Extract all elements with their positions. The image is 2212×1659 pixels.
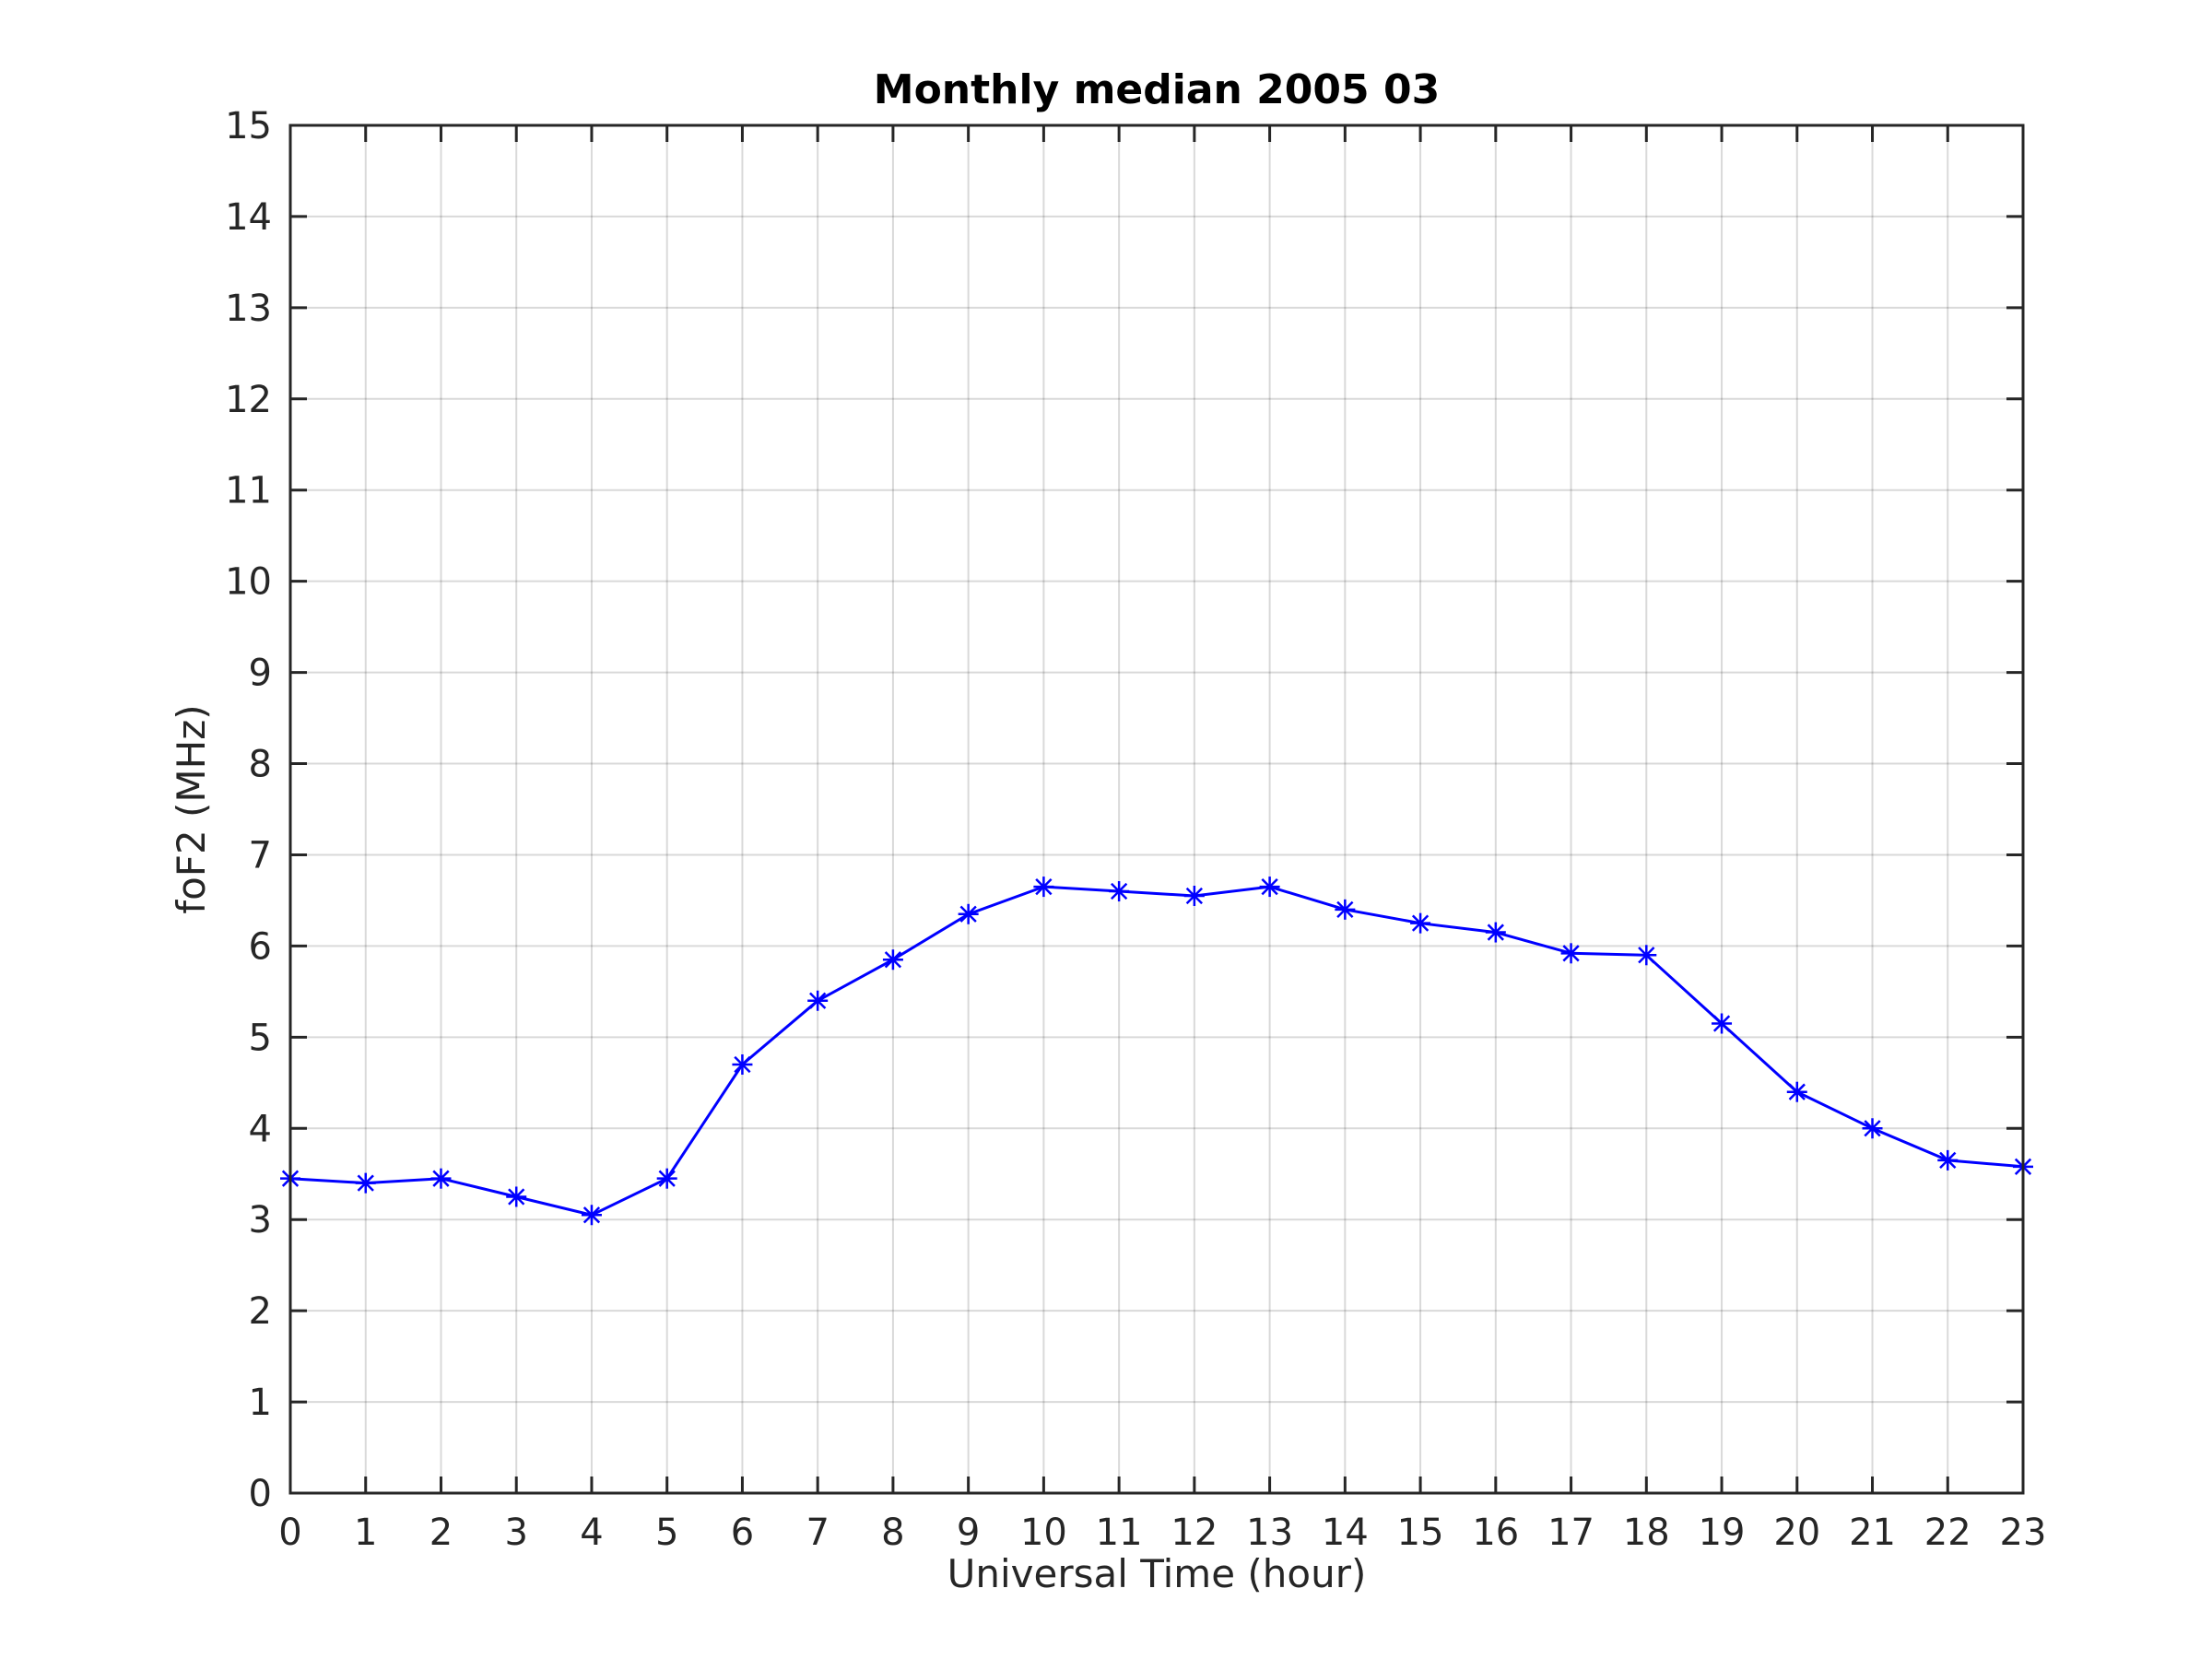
data-point-marker <box>1862 1118 1883 1139</box>
marker-stroke <box>734 1055 751 1074</box>
data-point-marker <box>1033 877 1054 898</box>
data-point-marker <box>1183 885 1205 906</box>
x-tick-label: 20 <box>1773 1512 1820 1554</box>
marker-stroke <box>1638 947 1655 964</box>
data-point-marker <box>1786 1081 1807 1102</box>
y-tick-label: 1 <box>249 1382 272 1424</box>
x-tick-label: 15 <box>1397 1512 1444 1554</box>
axis-ticks <box>288 124 2025 1495</box>
x-tick-label: 0 <box>278 1512 301 1554</box>
marker-stroke <box>959 905 977 923</box>
series-line <box>289 885 2024 1217</box>
x-tick-label: 10 <box>1020 1512 1067 1554</box>
x-tick-label: 7 <box>806 1512 829 1554</box>
marker-stroke <box>1939 1151 1957 1170</box>
data-point-marker <box>1636 945 1657 966</box>
y-tick-label: 4 <box>249 1108 272 1150</box>
y-tick-label: 3 <box>249 1199 272 1241</box>
y-tick-label: 2 <box>249 1290 272 1333</box>
data-point-marker <box>355 1172 376 1194</box>
data-series <box>280 877 2033 1226</box>
grid-lines <box>290 125 2023 1493</box>
marker-stroke <box>582 1206 601 1224</box>
y-tick-label: 15 <box>225 105 272 147</box>
data-point-marker <box>1937 1149 1959 1171</box>
x-tick-label: 23 <box>2000 1512 2047 1554</box>
x-tick-label: 1 <box>354 1512 377 1554</box>
y-tick-label: 10 <box>225 561 272 604</box>
marker-stroke <box>1864 1120 1881 1137</box>
marker-stroke <box>432 1170 450 1187</box>
marker-stroke <box>1185 887 1204 905</box>
data-point-marker <box>506 1186 527 1207</box>
chart-title: Monthly median 2005 03 <box>874 66 1440 113</box>
marker-stroke <box>1336 900 1354 918</box>
y-tick-label: 0 <box>249 1473 272 1515</box>
y-tick-label: 13 <box>225 288 272 330</box>
x-tick-label: 16 <box>1472 1512 1519 1554</box>
marker-stroke <box>1411 914 1430 932</box>
x-tick-label: 19 <box>1699 1512 1746 1554</box>
plot-frame <box>288 124 2025 1495</box>
marker-stroke <box>1712 1015 1731 1032</box>
y-tick-label: 6 <box>249 925 272 968</box>
y-axis-label: foF2 (MHz) <box>169 704 214 913</box>
y-tick-label: 5 <box>249 1017 272 1059</box>
x-tick-label: 12 <box>1171 1512 1218 1554</box>
data-point-marker <box>581 1205 602 1226</box>
data-point-marker <box>1485 922 1506 943</box>
data-point-marker <box>1335 899 1356 920</box>
x-tick-label: 8 <box>881 1512 904 1554</box>
x-tick-label: 3 <box>504 1512 527 1554</box>
data-point-marker <box>958 903 979 924</box>
data-point-marker <box>807 990 829 1011</box>
data-point-marker <box>882 949 903 971</box>
marker-stroke <box>1110 882 1128 900</box>
x-tick-label: 17 <box>1547 1512 1594 1554</box>
marker-stroke <box>357 1174 374 1192</box>
y-tick-label: 8 <box>249 744 272 786</box>
x-tick-label: 22 <box>1924 1512 1971 1554</box>
data-point-marker <box>732 1054 753 1076</box>
marker-stroke <box>1788 1083 1806 1100</box>
x-tick-label: 6 <box>731 1512 754 1554</box>
x-tick-label: 2 <box>429 1512 453 1554</box>
data-point-marker <box>1410 912 1431 934</box>
marker-stroke <box>884 951 902 969</box>
marker-stroke <box>658 1170 676 1187</box>
marker-stroke <box>1261 877 1278 896</box>
x-tick-label: 4 <box>580 1512 603 1554</box>
x-tick-label: 9 <box>957 1512 980 1554</box>
data-point-marker <box>1712 1013 1733 1034</box>
marker-stroke <box>1035 877 1053 896</box>
data-point-marker <box>430 1168 452 1189</box>
marker-stroke <box>508 1188 525 1206</box>
x-axis-label: Universal Time (hour) <box>947 1551 1367 1596</box>
data-point-marker <box>1259 877 1280 898</box>
marker-stroke <box>1487 924 1504 941</box>
x-tick-label: 21 <box>1849 1512 1896 1554</box>
data-point-marker <box>1560 943 1582 964</box>
y-tick-label: 7 <box>249 834 272 877</box>
x-tick-label: 18 <box>1623 1512 1670 1554</box>
data-point-marker <box>1109 881 1130 902</box>
y-tick-label: 12 <box>225 379 272 421</box>
data-point-marker <box>656 1168 677 1189</box>
marker-stroke <box>1562 945 1580 962</box>
y-tick-label: 14 <box>225 196 272 239</box>
x-tick-labels: 0 1 2 3 4 5 6 7 8 9 10 11 12 13 14 15 16 17 18 19 20 21 22 23 <box>278 1512 2046 1554</box>
x-tick-label: 14 <box>1322 1512 1369 1554</box>
y-tick-label: 11 <box>225 470 272 512</box>
marker-stroke <box>809 992 827 1009</box>
x-tick-label: 5 <box>655 1512 678 1554</box>
x-tick-label: 13 <box>1246 1512 1293 1554</box>
x-tick-label: 11 <box>1096 1512 1143 1554</box>
y-tick-label: 9 <box>249 653 272 695</box>
